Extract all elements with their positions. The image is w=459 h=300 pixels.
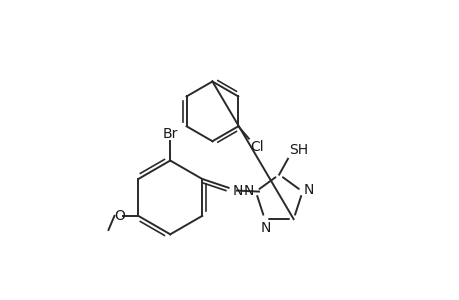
Text: SH: SH <box>288 143 308 157</box>
Text: Cl: Cl <box>249 140 263 154</box>
Text: Br: Br <box>162 127 178 141</box>
Text: O: O <box>114 209 125 223</box>
Text: N: N <box>303 183 313 197</box>
Text: N: N <box>232 184 243 198</box>
Text: N: N <box>243 184 253 197</box>
Text: N: N <box>260 221 270 235</box>
